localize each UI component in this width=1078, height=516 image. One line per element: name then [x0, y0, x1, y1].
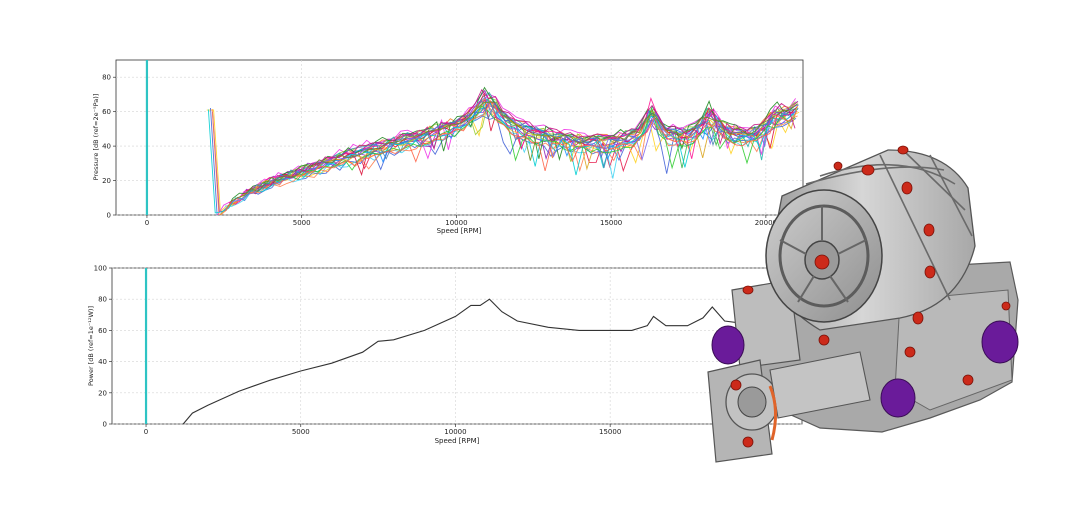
power-x-axis-label: Speed [RPM] — [435, 437, 480, 445]
output-shaft-seal — [737, 386, 767, 418]
motor-end-face-ring — [778, 204, 870, 308]
pressure-series-line — [233, 96, 799, 202]
pressure-y-tick-label: 60 — [102, 108, 111, 116]
pressure-series-line — [228, 96, 794, 205]
power-series-group — [182, 298, 766, 424]
motor-cooling-ribs — [805, 151, 973, 301]
red-bolts — [730, 145, 1011, 448]
power-y-tick-label: 0 — [103, 421, 107, 429]
pressure-x-tick-label: 10000 — [445, 219, 467, 227]
pressure-x-tick-label: 5000 — [293, 219, 311, 227]
pressure-x-tick-label: 0 — [145, 219, 149, 227]
pressure-x-axis-label: Speed [RPM] — [437, 227, 482, 235]
pressure-y-ticks: 0 20 40 60 80 — [102, 74, 116, 220]
pressure-series-line — [256, 88, 796, 190]
pressure-series-group — [206, 86, 800, 215]
pressure-series-line — [230, 101, 797, 202]
pressure-y-tick-label: 80 — [102, 74, 111, 82]
gearbox-side-panel — [894, 289, 1013, 411]
pressure-x-ticks: 0 5000 10000 15000 20000 — [145, 215, 777, 227]
power-y-ticks: 0 20 40 60 80 100 — [94, 265, 112, 429]
power-y-tick-label: 40 — [98, 358, 107, 366]
pressure-x-tick-label: 20000 — [755, 219, 777, 227]
power-y-tick-label: 60 — [98, 327, 107, 335]
pressure-y-axis-label: Pressure [dB (ref=2e⁻⁵Pa)] — [92, 94, 100, 181]
power-y-axis-label: Power [dB (ref=1e⁻¹²W)] — [87, 306, 95, 386]
pressure-series-line — [249, 105, 795, 192]
electric-drive-unit-render-icon — [707, 145, 1019, 463]
power-plot-area — [111, 267, 803, 425]
power-y-tick-label: 100 — [94, 265, 107, 273]
power-y-tick-label: 20 — [98, 389, 107, 397]
orange-seal-ring — [768, 385, 777, 441]
pressure-chart: 0 5000 10000 15000 20000 0 20 40 60 80 Speed [RP… — [92, 59, 804, 235]
power-x-tick-label: 10000 — [444, 428, 466, 436]
pressure-x-tick-label: 15000 — [600, 219, 622, 227]
power-x-tick-label: 5000 — [292, 428, 310, 436]
power-series-line — [182, 298, 766, 424]
pressure-y-tick-label: 0 — [107, 212, 111, 220]
power-x-ticks: 0 5000 10000 15000 — [144, 424, 621, 436]
power-x-tick-label: 15000 — [599, 428, 621, 436]
power-y-tick-label: 80 — [98, 296, 107, 304]
motor-face-spokes — [779, 206, 867, 303]
power-chart: 0 5000 10000 15000 0 20 40 60 80 100 Speed [RPM]… — [87, 265, 803, 445]
power-x-tick-label: 0 — [144, 428, 148, 436]
purple-mounts — [711, 320, 1019, 418]
pressure-y-tick-label: 40 — [102, 143, 111, 151]
pressure-y-tick-label: 20 — [102, 177, 111, 185]
